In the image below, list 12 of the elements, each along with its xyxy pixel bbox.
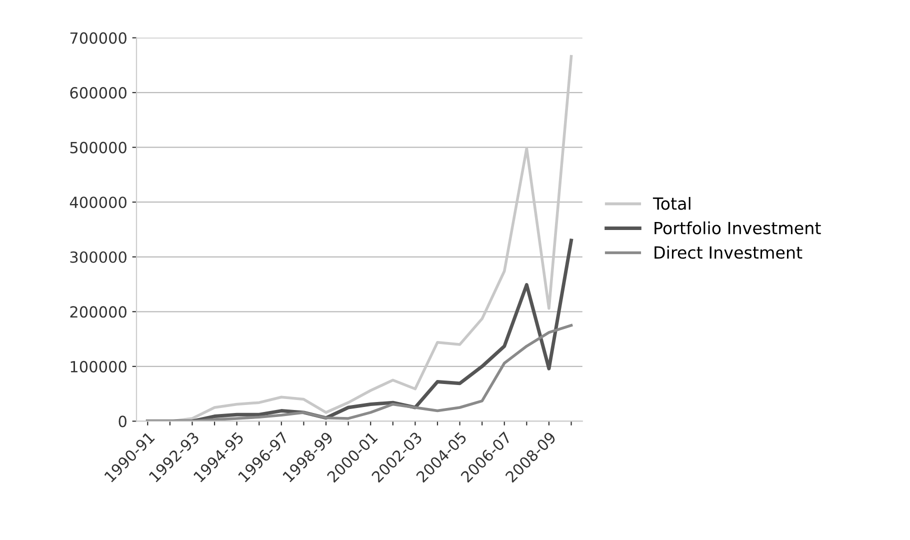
line-series <box>146 324 573 422</box>
y-tick-label: 500000 <box>70 142 126 154</box>
y-tick-label: 600000 <box>70 87 126 99</box>
legend-label: Portfolio Investment <box>654 221 821 234</box>
y-tick-label: 700000 <box>70 32 126 44</box>
y-tick-label: 100000 <box>70 360 126 372</box>
y-tick-label: 300000 <box>70 251 126 263</box>
y-tick-label: 0 <box>118 416 126 428</box>
legend-label: Total <box>652 196 690 210</box>
legend-label: Direct Investment <box>654 246 802 259</box>
y-tick-label: 200000 <box>70 306 126 318</box>
y-tick-label: 400000 <box>70 196 126 208</box>
